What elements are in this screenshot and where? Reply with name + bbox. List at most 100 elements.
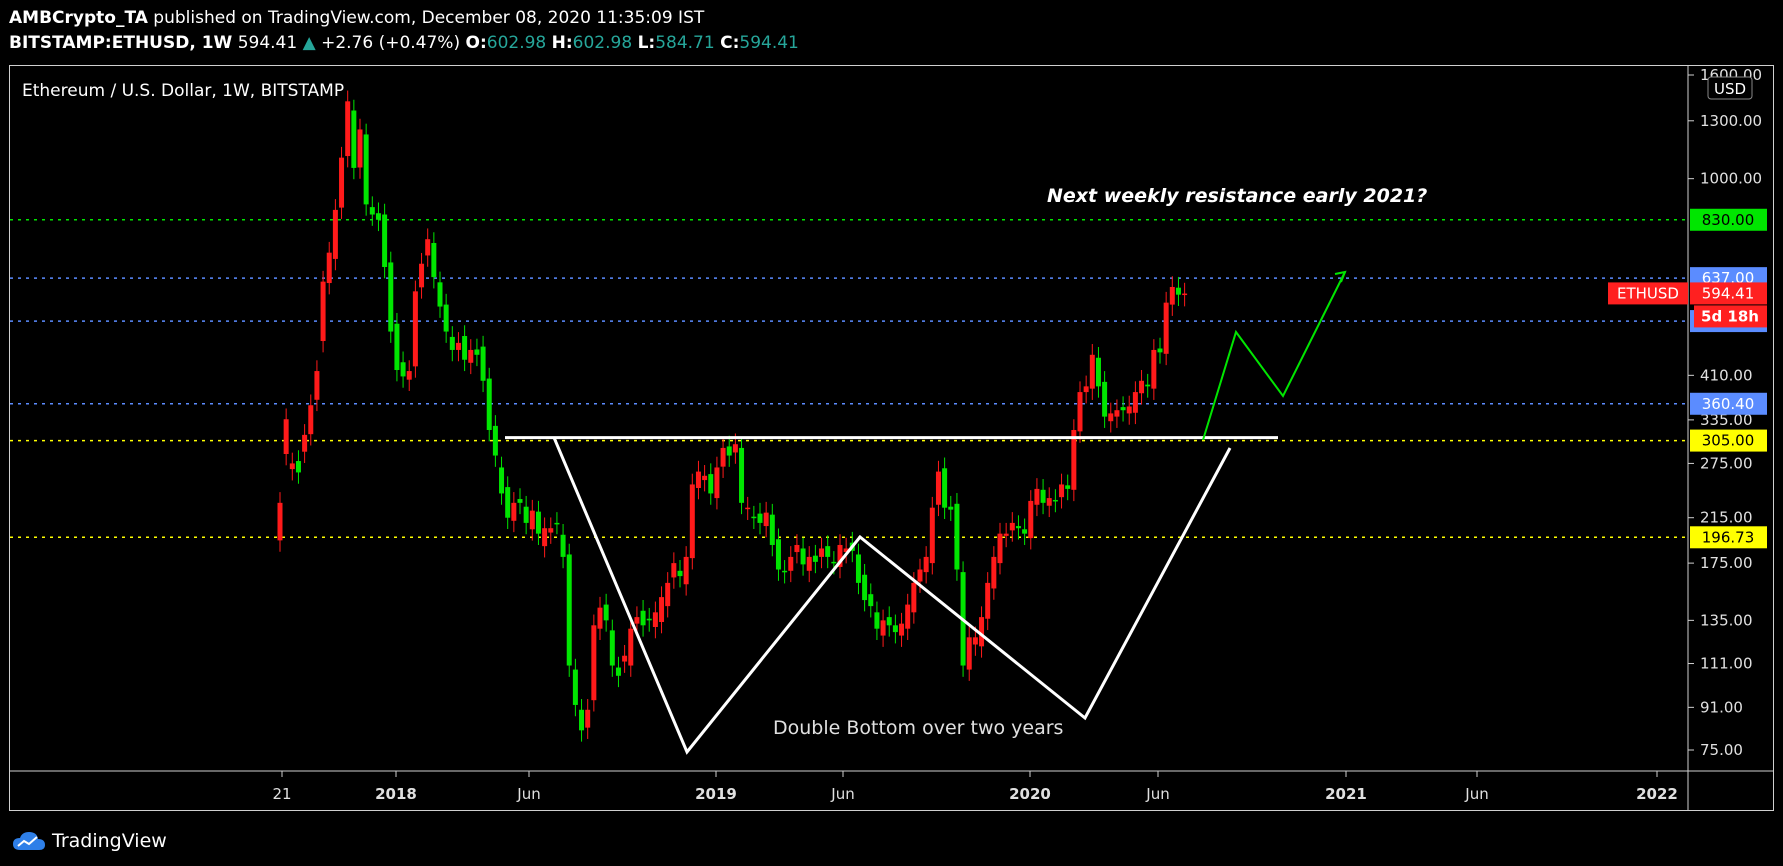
candle bbox=[579, 699, 585, 742]
candle bbox=[1059, 473, 1065, 509]
candle bbox=[505, 476, 511, 530]
candle bbox=[1126, 395, 1132, 425]
svg-text:196.73: 196.73 bbox=[1702, 528, 1755, 546]
time-tick-label: 2020 bbox=[1009, 785, 1051, 803]
svg-text:ETHUSD: ETHUSD bbox=[1617, 284, 1679, 302]
candle bbox=[1157, 337, 1163, 364]
price-tick-label: 410.00 bbox=[1700, 366, 1753, 384]
candle bbox=[806, 546, 812, 583]
candle bbox=[474, 338, 480, 367]
price-tick-label: 275.00 bbox=[1700, 454, 1753, 472]
price-tick-label: 1000.00 bbox=[1700, 170, 1762, 188]
double-bottom-lines bbox=[552, 436, 1232, 755]
chart-title: Ethereum / U.S. Dollar, 1W, BITSTAMP bbox=[22, 81, 344, 101]
candle bbox=[1083, 375, 1089, 404]
candle bbox=[640, 599, 646, 637]
candle bbox=[763, 501, 769, 538]
candle bbox=[837, 534, 843, 579]
candle bbox=[326, 241, 332, 295]
time-tick-label: 21 bbox=[272, 785, 291, 803]
candle bbox=[942, 457, 948, 519]
candle bbox=[689, 473, 695, 570]
candle bbox=[302, 424, 308, 464]
candle bbox=[332, 199, 338, 271]
up-arrow-icon: ▲ bbox=[302, 33, 316, 53]
candle bbox=[375, 202, 381, 232]
chart-frame bbox=[9, 65, 1774, 811]
resistance-annotation: Next weekly resistance early 2021? bbox=[1047, 185, 1427, 207]
candle bbox=[535, 500, 541, 545]
candle bbox=[769, 503, 775, 557]
candle bbox=[554, 512, 560, 535]
pattern-drawings bbox=[505, 270, 1347, 755]
time-axis[interactable]: 21 2018 Jun 2019 Jun 2020 Jun 2021 Jun 2022 bbox=[272, 771, 1678, 803]
published-text: published on TradingView.com, December 0… bbox=[153, 8, 705, 28]
candle bbox=[935, 460, 941, 517]
candle bbox=[289, 452, 295, 481]
candle bbox=[283, 408, 289, 466]
candle bbox=[1009, 512, 1015, 542]
candle bbox=[443, 293, 449, 343]
price-axis[interactable]: 1600.001300.001000.00410.00335.00275.002… bbox=[1688, 66, 1762, 759]
close-label: C: bbox=[720, 33, 740, 53]
pattern-annotation: Double Bottom over two years bbox=[773, 717, 1063, 739]
horizontal-levels bbox=[10, 219, 1688, 539]
candle bbox=[388, 251, 394, 343]
candle bbox=[652, 601, 658, 639]
candle bbox=[948, 495, 954, 521]
author-name[interactable]: AMBCrypto_TA bbox=[9, 8, 148, 28]
candle bbox=[314, 360, 320, 412]
candle bbox=[929, 496, 935, 575]
candle bbox=[794, 534, 800, 564]
candle bbox=[449, 326, 455, 362]
candle bbox=[646, 607, 652, 632]
candle bbox=[997, 522, 1003, 575]
high-value: 602.98 bbox=[572, 33, 633, 53]
candle bbox=[954, 493, 960, 581]
footer-brand[interactable]: TradingView bbox=[12, 826, 167, 856]
svg-text:5d 18h: 5d 18h bbox=[1701, 307, 1759, 325]
candle bbox=[622, 644, 628, 673]
candle bbox=[560, 524, 566, 569]
candle bbox=[523, 495, 529, 535]
candle bbox=[905, 593, 911, 640]
symbol-label: BITSTAMP:ETHUSD, 1W bbox=[9, 33, 233, 53]
candle bbox=[351, 99, 357, 180]
currency-badge[interactable]: USD bbox=[1707, 76, 1753, 100]
candle bbox=[695, 460, 701, 500]
candle bbox=[991, 546, 997, 600]
candle bbox=[979, 606, 985, 658]
candle bbox=[419, 252, 425, 299]
candle bbox=[671, 552, 677, 589]
candle bbox=[591, 614, 597, 712]
time-tick-label: 2018 bbox=[375, 785, 417, 803]
candle bbox=[406, 360, 412, 391]
candle bbox=[455, 332, 461, 362]
candle bbox=[339, 146, 345, 219]
candle bbox=[499, 456, 505, 505]
price-tags: 830.00637.00524.32360.40305.00196.73594.… bbox=[1608, 208, 1767, 549]
candle bbox=[1132, 381, 1138, 425]
publish-info: AMBCrypto_TA published on TradingView.co… bbox=[9, 8, 704, 28]
candle bbox=[714, 456, 720, 510]
last-price: 594.41 bbox=[237, 33, 298, 53]
candle bbox=[1182, 282, 1188, 307]
candle bbox=[862, 563, 868, 612]
candle bbox=[425, 228, 431, 267]
candle bbox=[1022, 518, 1028, 545]
open-value: 602.98 bbox=[486, 33, 547, 53]
candle bbox=[812, 544, 818, 574]
level-tag-3: 360.40 bbox=[1690, 392, 1767, 415]
candle bbox=[1077, 381, 1083, 443]
candle bbox=[702, 465, 708, 492]
candle bbox=[726, 435, 732, 467]
candle bbox=[603, 593, 609, 632]
candle bbox=[542, 517, 548, 558]
high-label: H: bbox=[551, 33, 573, 53]
brand-name: TradingView bbox=[52, 830, 167, 852]
level-tag-5: 196.73 bbox=[1690, 526, 1767, 549]
projection-zigzag bbox=[1202, 271, 1346, 441]
price-tick-label: 111.00 bbox=[1700, 655, 1753, 673]
candle bbox=[985, 572, 991, 631]
